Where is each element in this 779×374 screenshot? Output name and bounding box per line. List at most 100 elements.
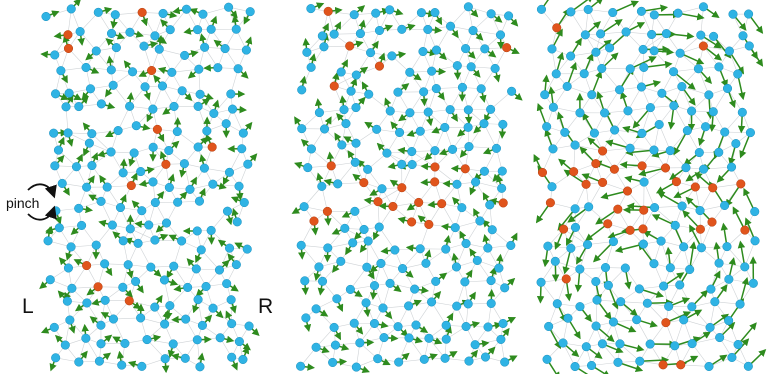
pinch-arrows-icon bbox=[27, 183, 57, 221]
lattice-node bbox=[199, 163, 209, 173]
lattice-node bbox=[748, 278, 758, 288]
lattice-node bbox=[665, 146, 675, 156]
lattice-node bbox=[359, 224, 369, 235]
highlighted-node bbox=[309, 216, 319, 226]
lattice-node bbox=[714, 147, 724, 157]
lattice-node bbox=[125, 101, 135, 111]
highlighted-node bbox=[124, 296, 134, 306]
lattice-node bbox=[709, 31, 719, 41]
lattice-node bbox=[625, 143, 635, 153]
highlighted-node bbox=[637, 161, 647, 171]
lattice-node bbox=[165, 301, 175, 311]
lattice-node bbox=[570, 140, 580, 150]
lattice-node bbox=[71, 162, 82, 172]
lattice-node bbox=[704, 361, 714, 372]
highlighted-node bbox=[609, 164, 619, 174]
lattice-node bbox=[146, 262, 156, 272]
highlighted-node bbox=[322, 206, 332, 216]
lattice-node bbox=[486, 298, 496, 308]
lattice-node bbox=[50, 89, 61, 99]
lattice-node bbox=[329, 322, 339, 332]
lattice-node bbox=[349, 318, 359, 328]
highlighted-node bbox=[137, 7, 147, 18]
highlighted-node bbox=[581, 179, 591, 189]
highlighted-node bbox=[498, 198, 508, 208]
lattice-node bbox=[302, 47, 312, 57]
lattice-node bbox=[161, 218, 172, 228]
lattice-node bbox=[195, 362, 205, 372]
lattice-node bbox=[364, 89, 374, 99]
lattice-node bbox=[431, 276, 441, 286]
lattice-node bbox=[369, 318, 380, 329]
lattice-node bbox=[441, 334, 451, 344]
lattice-node bbox=[136, 166, 146, 177]
lattice-node bbox=[81, 62, 91, 73]
lattice-node bbox=[649, 259, 659, 269]
lattice-node bbox=[570, 361, 580, 372]
lattice-node bbox=[74, 101, 84, 112]
lattice-node bbox=[45, 275, 55, 285]
lattice-node bbox=[160, 319, 170, 329]
lattice-node bbox=[405, 108, 415, 118]
highlighted-node bbox=[603, 219, 613, 229]
lattice-node bbox=[74, 203, 84, 213]
highlighted-node bbox=[93, 282, 103, 292]
lattice-node bbox=[336, 256, 346, 266]
lattice-node bbox=[160, 354, 170, 364]
highlighted-node bbox=[698, 41, 708, 51]
lattice-node bbox=[385, 278, 395, 288]
panel-2-partial-vortices bbox=[291, 2, 523, 374]
lattice-node bbox=[49, 128, 59, 138]
lattice-node bbox=[300, 276, 310, 286]
direction-arrow bbox=[737, 322, 757, 345]
lattice-node bbox=[157, 81, 168, 91]
lattice-node bbox=[440, 122, 450, 133]
lattice-node bbox=[724, 46, 734, 56]
lattice-node bbox=[475, 216, 485, 226]
lattice-node bbox=[177, 86, 187, 96]
highlighted-node bbox=[359, 178, 369, 188]
lattice-node bbox=[468, 26, 478, 36]
lattice-node bbox=[441, 244, 451, 254]
lattice-node bbox=[165, 25, 175, 35]
lattice-node bbox=[699, 164, 709, 174]
lattice-node bbox=[50, 50, 60, 60]
lattice-node bbox=[735, 299, 745, 309]
highlighted-node bbox=[598, 146, 608, 156]
lattice-node bbox=[183, 282, 193, 292]
lattice-node bbox=[470, 340, 480, 350]
lattice-node bbox=[106, 28, 117, 39]
lattice-node bbox=[450, 223, 460, 233]
lattice-node bbox=[120, 338, 130, 348]
lattice-node bbox=[540, 90, 550, 100]
lattice-node bbox=[351, 362, 361, 372]
lattice-node bbox=[102, 182, 112, 192]
lattice-node bbox=[407, 146, 417, 157]
highlighted-node bbox=[374, 61, 385, 71]
lattice-node bbox=[374, 222, 384, 232]
lattice-node bbox=[330, 340, 340, 350]
lattice-node bbox=[659, 281, 669, 291]
lattice-node bbox=[49, 322, 59, 332]
lattice-node bbox=[148, 177, 158, 187]
lattice-node bbox=[445, 105, 455, 115]
pinch-label: pinch bbox=[6, 195, 40, 211]
lattice-node bbox=[448, 144, 458, 154]
lattice-node bbox=[656, 236, 666, 246]
lattice-node bbox=[85, 84, 96, 94]
lattice-node bbox=[745, 128, 755, 138]
lattice-node bbox=[317, 276, 328, 286]
lattice-node bbox=[562, 81, 572, 91]
lattice-node bbox=[570, 204, 580, 214]
lattice-node bbox=[93, 7, 103, 17]
lattice-node bbox=[397, 159, 407, 169]
lattice-node bbox=[665, 263, 675, 273]
lattice-node bbox=[427, 297, 437, 307]
highlighted-node bbox=[708, 183, 718, 193]
lattice-node bbox=[193, 25, 203, 35]
lattice-node bbox=[194, 196, 205, 206]
lattice-node bbox=[91, 46, 101, 56]
lattice-node bbox=[393, 322, 403, 332]
lattice-node bbox=[131, 276, 141, 286]
lattice-node bbox=[714, 258, 724, 268]
